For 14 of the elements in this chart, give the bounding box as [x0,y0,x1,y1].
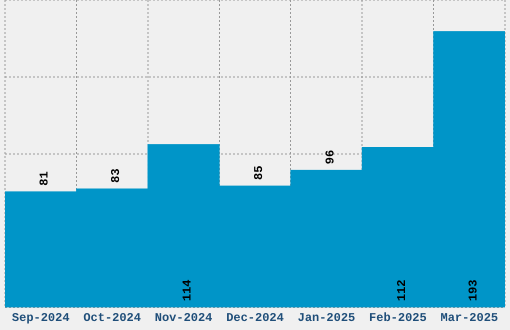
data-label: 96 [323,150,338,164]
x-tick-label: Jan-2025 [298,310,356,325]
x-tick-label: Sep-2024 [12,310,70,325]
x-tick-label: Dec-2024 [226,310,284,325]
data-label: 193 [466,279,480,302]
data-label: 83 [109,168,124,183]
data-label: 114 [180,279,195,302]
data-label: 85 [252,166,266,180]
x-tick-label: Mar-2025 [440,310,498,325]
x-tick-label: Nov-2024 [154,310,212,325]
x-tick-label: Oct-2024 [83,310,141,325]
data-label: 81 [38,171,52,186]
data-label: 112 [394,279,409,302]
x-tick-label: Feb-2025 [369,310,427,325]
